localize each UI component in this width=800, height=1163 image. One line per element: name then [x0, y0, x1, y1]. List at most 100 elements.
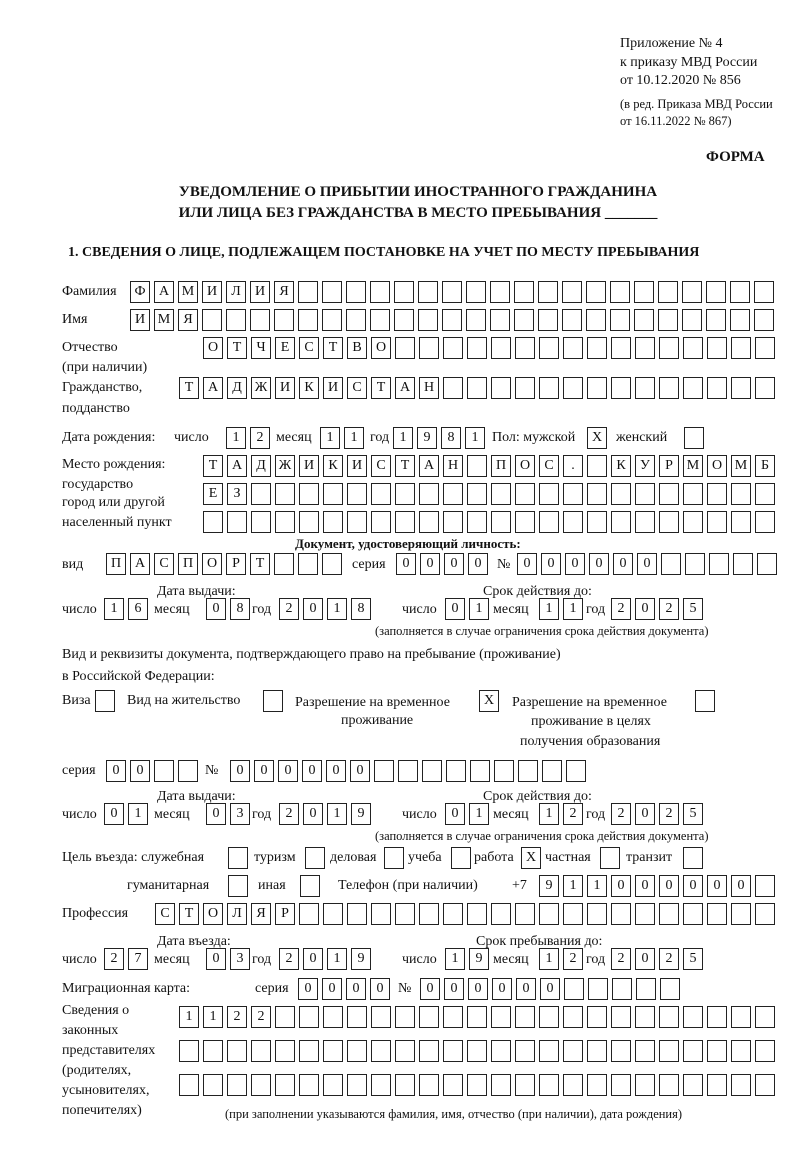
surname-char-box[interactable]: И [250, 281, 270, 303]
guardians-1-char-box[interactable] [659, 1006, 679, 1028]
name-char-box[interactable] [706, 309, 726, 331]
birth-place-1-char-box[interactable] [587, 455, 607, 477]
doc-issue-day-char-box[interactable]: 1 [104, 598, 124, 620]
surname-char-box[interactable] [610, 281, 630, 303]
migration-number-char-box[interactable]: 0 [468, 978, 488, 1000]
profession-char-box[interactable] [467, 903, 487, 925]
purpose-work-checkbox[interactable]: X [521, 847, 541, 869]
profession-char-box[interactable] [611, 903, 631, 925]
guardians-3-char-box[interactable] [635, 1074, 655, 1096]
guardians-1-char-box[interactable] [635, 1006, 655, 1028]
stay-valid-day-char-box[interactable]: 0 [445, 803, 465, 825]
guardians-2-char-box[interactable] [563, 1040, 583, 1062]
birth-year-char-box[interactable]: 9 [417, 427, 437, 449]
migration-number-char-box[interactable]: 0 [444, 978, 464, 1000]
guardians-3-char-box[interactable] [227, 1074, 247, 1096]
patronymic-char-box[interactable] [491, 337, 511, 359]
guardians-1-char-box[interactable] [371, 1006, 391, 1028]
profession-char-box[interactable]: О [203, 903, 223, 925]
sex-female-checkbox[interactable] [684, 427, 704, 449]
patronymic-char-box[interactable] [419, 337, 439, 359]
birth-place-2-char-box[interactable] [275, 483, 295, 505]
guardians-1-char-box[interactable] [539, 1006, 559, 1028]
guardians-1-char-box[interactable] [707, 1006, 727, 1028]
birth-year-char-box[interactable]: 8 [441, 427, 461, 449]
profession-char-box[interactable] [419, 903, 439, 925]
birth-place-2-char-box[interactable] [491, 483, 511, 505]
guardians-1-char-box[interactable] [611, 1006, 631, 1028]
patronymic-char-box[interactable]: С [299, 337, 319, 359]
surname-char-box[interactable]: М [178, 281, 198, 303]
purpose-transit-checkbox[interactable] [683, 847, 703, 869]
surname-char-box[interactable] [730, 281, 750, 303]
doc-series-char-box[interactable]: 0 [396, 553, 416, 575]
guardians-1-char-box[interactable]: 1 [179, 1006, 199, 1028]
stay-until-year-char-box[interactable]: 2 [659, 948, 679, 970]
stay-number-char-box[interactable] [566, 760, 586, 782]
citizenship-char-box[interactable]: Н [419, 377, 439, 399]
birth-place-3-char-box[interactable] [707, 511, 727, 533]
guardians-2-char-box[interactable] [659, 1040, 679, 1062]
birth-place-2-char-box[interactable]: Е [203, 483, 223, 505]
birth-place-3-char-box[interactable] [299, 511, 319, 533]
stay-issue-year-char-box[interactable]: 0 [303, 803, 323, 825]
name-char-box[interactable] [634, 309, 654, 331]
entry-month-char-box[interactable]: 0 [206, 948, 226, 970]
surname-char-box[interactable] [562, 281, 582, 303]
guardians-2-char-box[interactable] [299, 1040, 319, 1062]
migration-number-char-box[interactable] [564, 978, 584, 1000]
stay-valid-month-char-box[interactable]: 2 [563, 803, 583, 825]
guardians-2-char-box[interactable] [371, 1040, 391, 1062]
guardians-1-char-box[interactable] [587, 1006, 607, 1028]
birth-place-3-char-box[interactable] [347, 511, 367, 533]
purpose-study-checkbox[interactable] [451, 847, 471, 869]
birth-place-2-char-box[interactable] [299, 483, 319, 505]
guardians-2-char-box[interactable] [251, 1040, 271, 1062]
stay-temp-checkbox[interactable]: X [479, 690, 499, 712]
patronymic-char-box[interactable]: О [203, 337, 223, 359]
guardians-3-char-box[interactable] [755, 1074, 775, 1096]
profession-char-box[interactable] [635, 903, 655, 925]
guardians-1-char-box[interactable] [563, 1006, 583, 1028]
name-char-box[interactable] [418, 309, 438, 331]
birth-place-2-char-box[interactable] [539, 483, 559, 505]
guardians-1-char-box[interactable] [347, 1006, 367, 1028]
guardians-3-char-box[interactable] [683, 1074, 703, 1096]
migration-number-char-box[interactable] [660, 978, 680, 1000]
birth-place-2-char-box[interactable] [443, 483, 463, 505]
profession-char-box[interactable] [707, 903, 727, 925]
name-char-box[interactable] [682, 309, 702, 331]
entry-year-char-box[interactable]: 9 [351, 948, 371, 970]
profession-char-box[interactable] [683, 903, 703, 925]
stay-series-char-box[interactable]: 0 [106, 760, 126, 782]
birth-place-1-char-box[interactable]: Т [395, 455, 415, 477]
guardians-3-char-box[interactable] [347, 1074, 367, 1096]
citizenship-char-box[interactable] [539, 377, 559, 399]
name-char-box[interactable] [442, 309, 462, 331]
patronymic-char-box[interactable] [755, 337, 775, 359]
phone-char-box[interactable]: 1 [563, 875, 583, 897]
doc-valid-year-char-box[interactable]: 2 [611, 598, 631, 620]
name-char-box[interactable] [538, 309, 558, 331]
stay-number-char-box[interactable] [494, 760, 514, 782]
profession-char-box[interactable] [443, 903, 463, 925]
stay-number-char-box[interactable]: 0 [350, 760, 370, 782]
profession-char-box[interactable]: Я [251, 903, 271, 925]
entry-day-char-box[interactable]: 2 [104, 948, 124, 970]
migration-number-char-box[interactable] [636, 978, 656, 1000]
stay-until-month-char-box[interactable]: 2 [563, 948, 583, 970]
patronymic-char-box[interactable]: О [371, 337, 391, 359]
stay-series-char-box[interactable] [154, 760, 174, 782]
patronymic-char-box[interactable] [683, 337, 703, 359]
stay-number-char-box[interactable] [398, 760, 418, 782]
patronymic-char-box[interactable] [443, 337, 463, 359]
doc-series-char-box[interactable]: 0 [420, 553, 440, 575]
citizenship-char-box[interactable] [659, 377, 679, 399]
birth-place-1-char-box[interactable]: Р [659, 455, 679, 477]
birth-place-2-char-box[interactable] [347, 483, 367, 505]
guardians-2-char-box[interactable] [539, 1040, 559, 1062]
doc-issue-year-char-box[interactable]: 1 [327, 598, 347, 620]
birth-place-3-char-box[interactable] [275, 511, 295, 533]
birth-year-char-box[interactable]: 1 [393, 427, 413, 449]
patronymic-char-box[interactable]: Е [275, 337, 295, 359]
